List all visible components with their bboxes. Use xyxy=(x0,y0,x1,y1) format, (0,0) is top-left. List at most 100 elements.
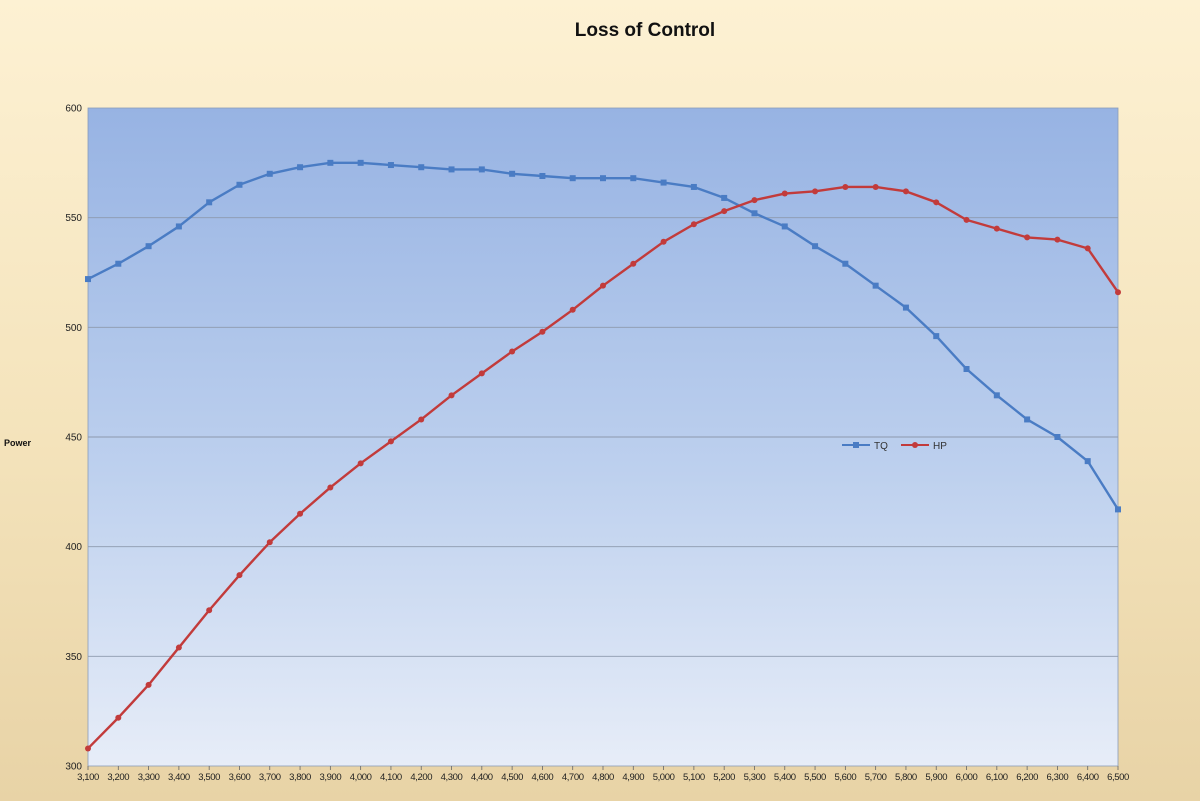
series-tq-point xyxy=(690,183,697,190)
series-tq-point xyxy=(781,223,788,230)
series-hp-point xyxy=(781,190,788,197)
series-tq-point xyxy=(1054,434,1061,440)
x-tick-label: 4,500 xyxy=(501,772,523,783)
x-tick-label: 6,100 xyxy=(986,772,1008,783)
series-hp-point xyxy=(387,438,394,445)
x-tick-label: 3,900 xyxy=(319,772,341,783)
series-hp-point xyxy=(600,282,606,289)
x-tick-label: 3,200 xyxy=(107,772,129,783)
series-hp-point xyxy=(690,221,697,228)
legend-tq-label: TQ xyxy=(874,441,888,452)
series-hp-point xyxy=(266,539,273,546)
series-hp-point xyxy=(933,199,940,206)
series-tq-point xyxy=(902,304,909,311)
series-tq-point xyxy=(1084,458,1091,465)
legend-tq-marker xyxy=(853,442,859,448)
series-hp-point xyxy=(902,188,909,195)
series-tq-point xyxy=(297,164,304,171)
series-hp-point xyxy=(418,416,425,423)
series-hp-point xyxy=(327,484,334,491)
series-hp-point xyxy=(1054,236,1061,243)
series-tq-point xyxy=(478,166,485,173)
series-tq-point xyxy=(206,199,213,206)
series-tq-point xyxy=(145,243,152,250)
x-tick-label: 4,000 xyxy=(350,772,372,783)
x-tick-label: 5,700 xyxy=(865,772,887,783)
chart-title: Loss of Control xyxy=(575,20,715,41)
series-tq-point xyxy=(630,175,637,182)
x-tick-label: 5,400 xyxy=(774,772,796,783)
series-hp-point xyxy=(721,208,728,215)
series-hp-point xyxy=(660,238,667,245)
y-tick-label: 500 xyxy=(65,323,82,334)
series-tq-point xyxy=(872,282,879,289)
x-tick-label: 5,000 xyxy=(653,772,675,783)
x-tick-label: 3,500 xyxy=(198,772,220,783)
series-tq-point xyxy=(842,260,849,267)
series-tq-point xyxy=(357,159,364,166)
series-hp-point xyxy=(630,260,637,267)
x-tick-label: 5,300 xyxy=(744,772,766,783)
legend: TQ HP xyxy=(842,441,947,452)
series-tq-point xyxy=(993,392,1000,399)
x-tick-label: 3,800 xyxy=(289,772,311,783)
x-tick-label: 3,300 xyxy=(138,772,160,783)
legend-hp-label: HP xyxy=(933,441,947,452)
series-tq-point xyxy=(600,175,606,182)
x-tick-label: 6,000 xyxy=(956,772,978,783)
series-hp-point xyxy=(993,225,1000,232)
series-hp-point xyxy=(175,644,182,651)
series-hp-point xyxy=(297,510,304,517)
y-axis-ticks: 300 350 400 450 500 550 600 xyxy=(65,104,82,773)
series-tq-point xyxy=(933,333,940,340)
series-tq-point xyxy=(175,223,182,230)
series-tq-point xyxy=(115,260,122,267)
y-axis-label: Power xyxy=(4,438,32,448)
x-tick-label: 4,200 xyxy=(410,772,432,783)
series-hp-point xyxy=(478,370,485,377)
series-hp-point xyxy=(509,348,516,355)
x-tick-label: 4,300 xyxy=(441,772,463,783)
x-tick-label: 3,400 xyxy=(168,772,190,783)
x-tick-label: 4,900 xyxy=(622,772,644,783)
x-tick-label: 6,400 xyxy=(1077,772,1099,783)
series-hp-point xyxy=(236,572,243,579)
x-tick-label: 4,400 xyxy=(471,772,493,783)
series-tq-point xyxy=(236,181,243,188)
x-tick-label: 5,800 xyxy=(895,772,917,783)
series-tq-point xyxy=(327,159,334,166)
series-tq-point xyxy=(448,166,455,173)
series-tq-point xyxy=(1115,506,1121,513)
series-hp-point xyxy=(115,714,122,721)
x-tick-label: 5,600 xyxy=(834,772,856,783)
series-hp-point xyxy=(872,183,879,190)
y-tick-label: 400 xyxy=(65,542,82,553)
series-tq-point xyxy=(539,172,546,179)
series-hp-point xyxy=(85,745,91,752)
x-tick-label: 3,600 xyxy=(229,772,251,783)
y-tick-label: 300 xyxy=(65,762,82,773)
x-tick-label: 5,200 xyxy=(713,772,735,783)
x-tick-label: 5,100 xyxy=(683,772,705,783)
series-hp-point xyxy=(1115,289,1121,296)
series-tq-point xyxy=(418,164,425,171)
series-hp-point xyxy=(448,392,455,399)
series-hp-point xyxy=(812,188,819,195)
series-tq-point xyxy=(387,162,394,169)
series-hp-point xyxy=(963,216,970,223)
y-tick-label: 550 xyxy=(65,213,82,224)
series-hp-point xyxy=(1024,234,1031,241)
x-tick-label: 5,500 xyxy=(804,772,826,783)
x-tick-label: 6,500 xyxy=(1107,772,1129,783)
x-tick-label: 4,700 xyxy=(562,772,584,783)
series-tq-point xyxy=(812,243,819,250)
series-tq-point xyxy=(85,276,91,283)
x-tick-label: 6,300 xyxy=(1047,772,1069,783)
x-tick-label: 5,900 xyxy=(925,772,947,783)
x-tick-label: 4,600 xyxy=(532,772,554,783)
series-tq-point xyxy=(751,210,758,217)
series-hp-point xyxy=(206,607,213,614)
x-tick-label: 3,700 xyxy=(259,772,281,783)
series-hp-point xyxy=(569,306,576,313)
